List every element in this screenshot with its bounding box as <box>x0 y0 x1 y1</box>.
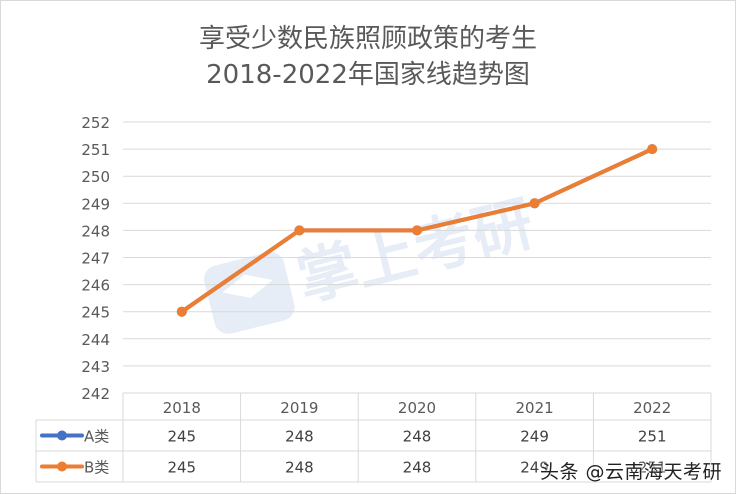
table-cell-value: 251 <box>638 428 667 446</box>
data-table: 2018 2019 2020 2021 2022 A类 245 248 248 249 251 B类 2… <box>35 393 712 483</box>
x-tick-label: 2020 <box>398 399 436 417</box>
table-cell-value: 249 <box>520 428 549 446</box>
legend-key-marker <box>57 430 67 441</box>
y-tick-label: 250 <box>81 168 110 186</box>
legend-series-name: B类 <box>84 459 109 477</box>
table-cell-value: 245 <box>167 428 196 446</box>
table-cell-value: 248 <box>285 428 314 446</box>
table-cell-value: 248 <box>403 459 432 477</box>
logo-badge-shape <box>204 252 295 334</box>
x-tick-label: 2022 <box>633 399 671 417</box>
chart-title-line1: 享受少数民族照顾政策的考生 <box>198 24 537 54</box>
y-tick-label: 252 <box>81 114 110 132</box>
y-tick-label: 242 <box>81 385 110 403</box>
table-cell-value: 248 <box>403 428 432 446</box>
data-point <box>176 306 187 317</box>
y-tick-label: 249 <box>81 195 110 213</box>
x-tick-label: 2019 <box>280 399 318 417</box>
grid-lines <box>123 121 711 394</box>
y-tick-label: 245 <box>81 304 110 322</box>
y-tick-label: 248 <box>81 222 110 240</box>
y-tick-label: 251 <box>81 141 110 159</box>
x-tick-label: 2018 <box>163 399 201 417</box>
chart-title-line2: 2018-2022年国家线趋势图 <box>206 60 530 90</box>
graduation-cap-icon <box>222 274 273 298</box>
plot-area <box>176 144 658 317</box>
data-point <box>647 144 658 155</box>
x-tick-label: 2021 <box>516 399 554 417</box>
table-cell-value: 251 <box>638 459 667 477</box>
y-axis: 242 243 244 245 246 247 248 249 250 251 252 <box>81 114 110 403</box>
logo-text: 掌上考研 <box>290 189 540 315</box>
data-point <box>529 198 540 209</box>
y-tick-label: 243 <box>81 358 110 376</box>
legend-series-name: A类 <box>84 428 109 446</box>
source-watermark: 头条 @云南海天考研 <box>539 461 722 483</box>
y-tick-label: 247 <box>81 250 110 268</box>
y-tick-label: 244 <box>81 331 110 349</box>
legend-key-marker <box>57 461 67 472</box>
table-cell-value: 245 <box>167 459 196 477</box>
table-cell-value: 248 <box>285 459 314 477</box>
data-point <box>412 225 422 236</box>
table-cell-value: 249 <box>520 459 549 477</box>
y-tick-label: 246 <box>81 277 110 295</box>
data-point <box>294 225 305 236</box>
